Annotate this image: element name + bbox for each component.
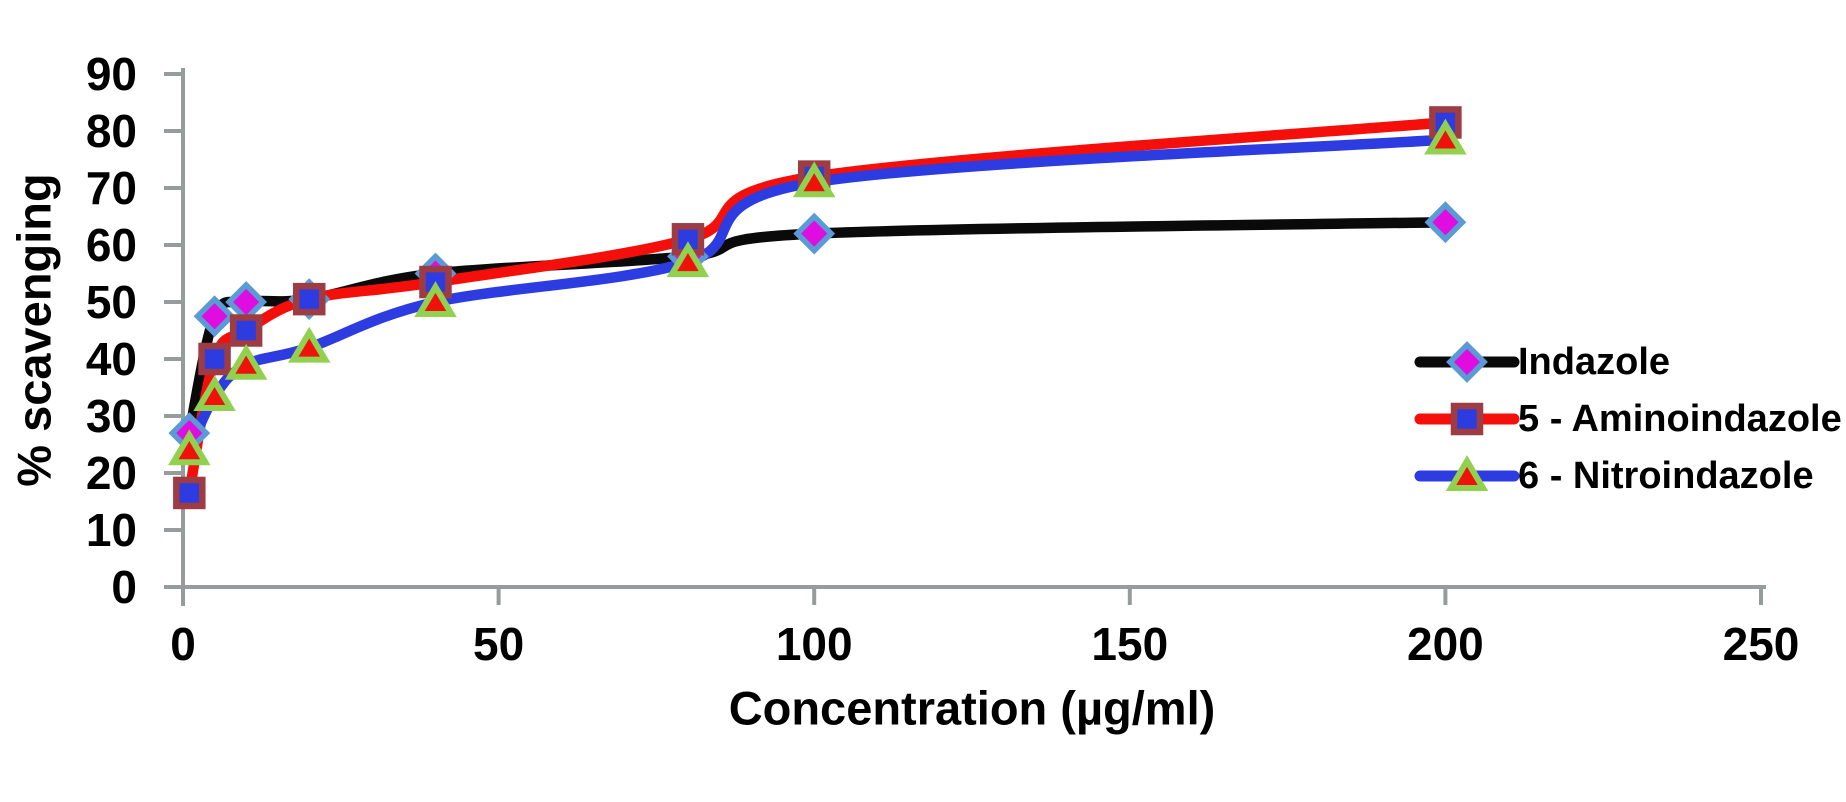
y-tick-label: 80	[86, 105, 137, 157]
y-tick-label: 50	[86, 276, 137, 328]
y-tick-label: 90	[86, 48, 137, 100]
y-tick-label: 10	[86, 504, 137, 556]
marker-square-5-aminoindazole	[229, 314, 263, 347]
y-axis-title: % scavenging	[8, 173, 61, 486]
marker-square-5-aminoindazole	[292, 282, 326, 316]
y-tick-label: 30	[86, 390, 137, 442]
legend-label-indazole: Indazole	[1518, 341, 1670, 383]
marker-diamond-indazole	[1446, 341, 1488, 383]
series-line-5-aminoindazole	[184, 117, 1451, 499]
data-markers	[168, 106, 1467, 510]
legend-item-6-nitroindazole: 6 - Nitroindazole	[1414, 455, 1814, 497]
x-tick-label: 250	[1723, 618, 1800, 670]
marker-triangle-6-nitroindazole	[193, 375, 236, 412]
legend-item-5-aminoindazole: 5 - Aminoindazole	[1414, 398, 1842, 440]
marker-triangle-6-nitroindazole	[1445, 455, 1489, 491]
marker-diamond-indazole	[225, 281, 268, 323]
legend: Indazole 5 - Aminoindazole 6 - Nitroindazo…	[1414, 341, 1842, 497]
y-tick-label: 40	[86, 333, 137, 385]
x-tick-label: 150	[1091, 618, 1168, 670]
legend-item-indazole: Indazole	[1414, 341, 1670, 383]
axes	[181, 68, 1766, 606]
series-line-indazole	[184, 216, 1451, 439]
x-tick-label: 0	[170, 618, 196, 670]
marker-diamond-indazole	[193, 295, 236, 338]
y-tick-label: 0	[111, 561, 137, 613]
y-tick-label: 60	[86, 219, 137, 271]
marker-square-5-aminoindazole	[1450, 402, 1484, 436]
x-tick-label: 50	[473, 618, 524, 670]
marker-diamond-indazole	[1424, 201, 1467, 244]
marker-square-5-aminoindazole	[198, 342, 231, 376]
marker-square-5-aminoindazole	[173, 476, 206, 510]
marker-triangle-6-nitroindazole	[168, 429, 211, 466]
marker-triangle-6-nitroindazole	[287, 326, 331, 363]
legend-label-5-aminoindazole: 5 - Aminoindazole	[1518, 398, 1842, 440]
marker-triangle-6-nitroindazole	[666, 241, 710, 278]
x-axis-ticks: 0 50 100 150 200 250	[170, 587, 1799, 670]
y-tick-label: 20	[86, 447, 137, 499]
marker-triangle-6-nitroindazole	[1424, 118, 1467, 155]
marker-triangle-6-nitroindazole	[224, 343, 268, 380]
y-tick-label: 70	[86, 162, 137, 214]
legend-label-6-nitroindazole: 6 - Nitroindazole	[1518, 455, 1814, 497]
marker-triangle-6-nitroindazole	[414, 281, 457, 317]
marker-triangle-6-nitroindazole	[792, 161, 836, 198]
x-tick-label: 100	[776, 618, 853, 670]
x-tick-label: 200	[1407, 618, 1484, 670]
marker-diamond-indazole	[793, 212, 836, 255]
x-axis-title: Concentration (µg/ml)	[729, 682, 1216, 735]
